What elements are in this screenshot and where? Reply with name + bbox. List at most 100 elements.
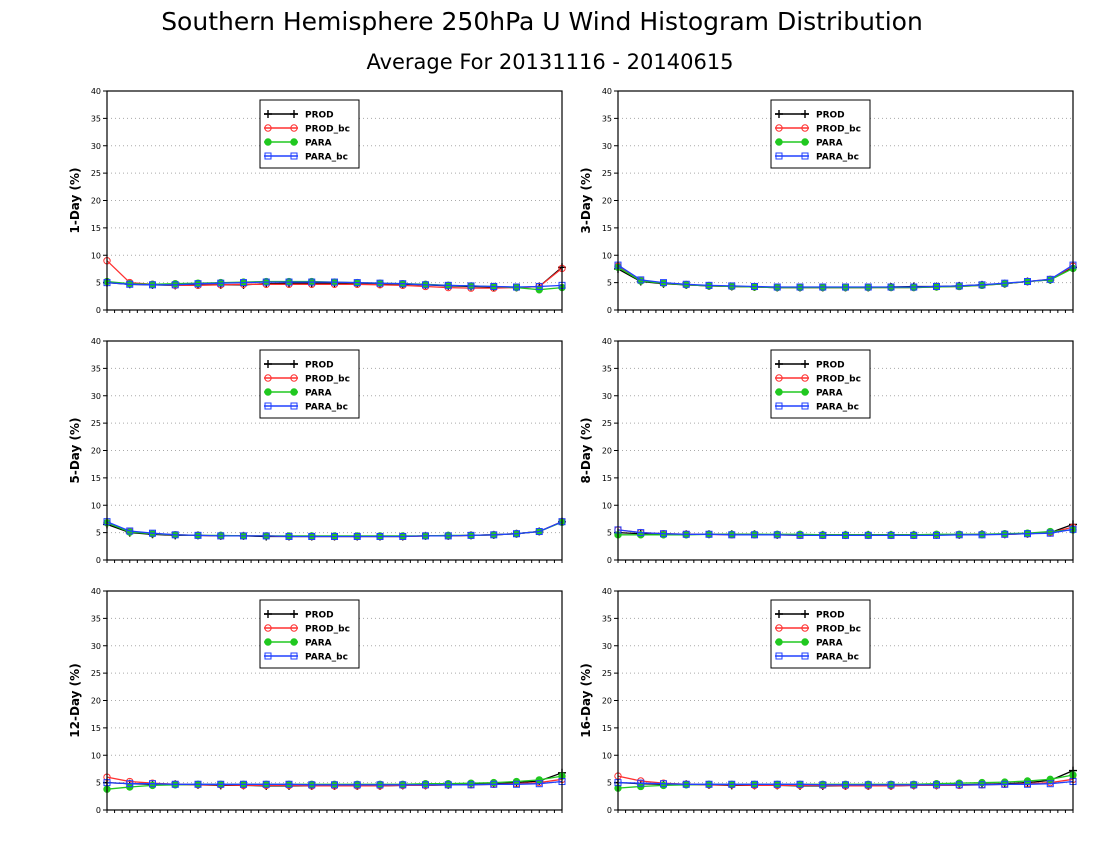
y-tick-label: 30 (602, 642, 612, 651)
series-line-para-bc (106, 281, 563, 288)
data-point (819, 283, 827, 291)
y-tick-label: 15 (91, 474, 101, 483)
data-point (660, 780, 667, 788)
data-point (637, 779, 645, 787)
legend-marker (775, 110, 783, 118)
panels-container: 0 5 10 15 20 25 30 35 40 1-Day (%) PROD PROD_bc PARA… (68, 87, 1077, 815)
data-point (682, 530, 690, 538)
legend-label: PARA_bc (305, 153, 348, 163)
data-point (842, 531, 849, 539)
data-point (171, 531, 179, 539)
y-tick-label: 5 (607, 529, 612, 538)
data-point (978, 781, 986, 789)
data-point (513, 530, 520, 538)
legend-label: PARA_bc (305, 653, 348, 663)
legend-marker (264, 624, 272, 632)
data-point (682, 780, 690, 788)
legend-marker (290, 152, 298, 160)
y-tick-label: 5 (96, 529, 101, 538)
legend-label: PARA (816, 639, 843, 649)
legend-label: PROD (816, 111, 845, 121)
y-tick-label: 10 (602, 251, 612, 260)
data-point (149, 780, 156, 788)
y-tick-label: 20 (91, 697, 101, 706)
data-point (490, 531, 498, 539)
plot-frame (106, 90, 563, 311)
legend-marker (801, 360, 809, 368)
data-point (637, 529, 645, 537)
data-point (773, 780, 781, 788)
legend-marker (264, 360, 272, 368)
data-point (1001, 780, 1009, 788)
data-point (194, 280, 202, 288)
data-point (1046, 275, 1054, 283)
legend: PROD PROD_bc PARA PARA_bc (259, 349, 360, 419)
y-axis-label: 8-Day (%) (579, 417, 593, 483)
legend-marker (775, 652, 783, 660)
data-point (490, 780, 498, 788)
legend-label: PROD (305, 111, 334, 121)
legend-marker (264, 138, 272, 146)
legend-label: PROD_bc (305, 625, 350, 635)
data-point (728, 780, 736, 788)
y-tick-label: 40 (602, 87, 612, 96)
legend-marker (264, 402, 272, 410)
legend-label: PROD (816, 611, 845, 621)
data-point (399, 781, 407, 789)
data-point (399, 280, 407, 288)
series-line-para-bc (106, 521, 563, 538)
legend-label: PARA (816, 139, 843, 149)
legend-marker (290, 388, 298, 396)
data-point (887, 781, 895, 789)
data-point (262, 532, 270, 540)
data-point (490, 282, 498, 290)
legend-marker (290, 624, 298, 632)
data-point (864, 283, 872, 291)
legend-marker (775, 638, 783, 646)
data-point (217, 780, 225, 788)
data-point (353, 279, 361, 287)
y-tick-label: 5 (96, 279, 101, 288)
y-tick-label: 25 (91, 169, 101, 178)
data-point (376, 532, 384, 540)
legend-marker (801, 124, 809, 132)
plot-frame (106, 340, 563, 561)
legend-marker (290, 360, 298, 368)
legend-marker (264, 374, 272, 382)
data-point (149, 281, 156, 289)
y-tick-label: 0 (96, 806, 101, 815)
legend-marker (775, 152, 783, 160)
plot-frame (106, 590, 563, 811)
data-point (467, 781, 475, 789)
legend-marker (290, 402, 298, 410)
legend-marker (801, 624, 809, 632)
legend-marker (801, 110, 809, 118)
legend-marker (801, 374, 809, 382)
legend: PROD PROD_bc PARA PARA_bc (770, 99, 871, 169)
data-point (422, 781, 429, 789)
data-point (240, 780, 247, 788)
y-tick-label: 30 (602, 392, 612, 401)
legend-label: PROD_bc (305, 375, 350, 385)
legend-marker (290, 374, 298, 382)
data-point (1024, 780, 1031, 788)
y-axis-label: 3-Day (%) (579, 167, 593, 233)
y-tick-label: 25 (602, 419, 612, 428)
legend-label: PARA (305, 639, 332, 649)
data-point (535, 776, 543, 784)
plot-frame (617, 590, 1074, 811)
y-tick-label: 10 (602, 501, 612, 510)
legend-label: PARA (816, 389, 843, 399)
data-point (751, 282, 758, 290)
y-tick-label: 35 (91, 614, 101, 623)
data-point (910, 531, 918, 539)
legend-label: PARA (305, 389, 332, 399)
data-point (933, 531, 940, 539)
data-point (308, 781, 316, 789)
data-point (285, 780, 293, 788)
data-point (171, 780, 179, 788)
y-tick-label: 35 (91, 114, 101, 123)
legend-label: PARA (305, 139, 332, 149)
data-point (126, 780, 134, 788)
data-point (978, 531, 986, 539)
